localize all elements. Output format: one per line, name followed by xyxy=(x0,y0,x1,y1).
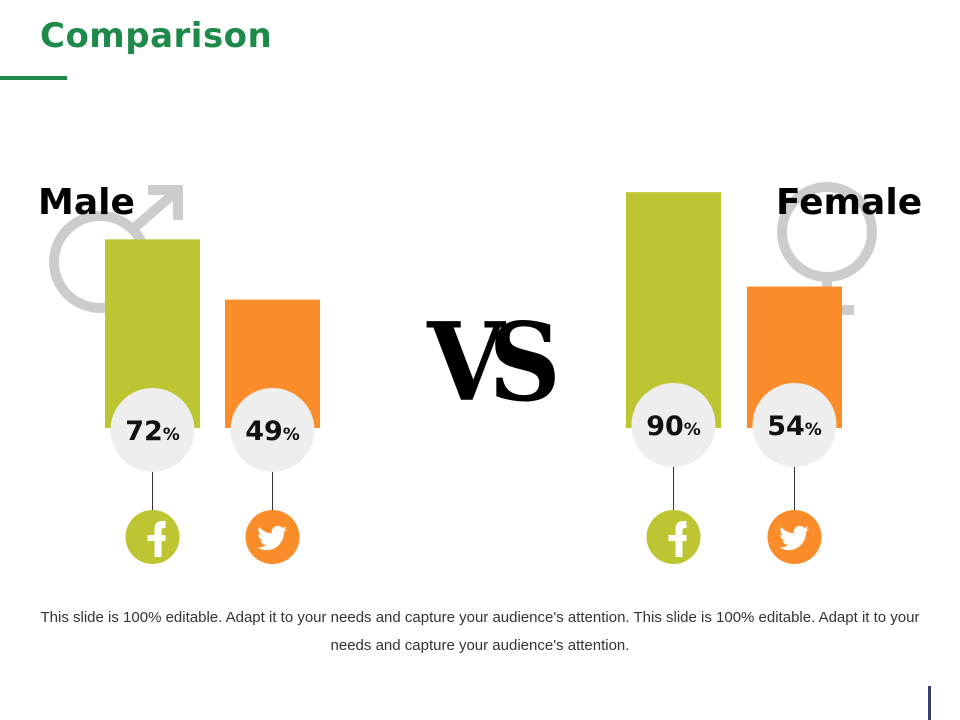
page-title: Comparison xyxy=(40,16,273,56)
footer-text: This slide is 100% editable. Adapt it to… xyxy=(40,609,920,654)
edge-mark xyxy=(928,686,931,720)
value-bubble-male-twitter xyxy=(230,388,315,472)
group-label-female: Female xyxy=(776,182,923,223)
vs-text: VS xyxy=(426,298,555,426)
twitter-icon xyxy=(767,510,822,564)
vs-mark: VS xyxy=(426,298,571,426)
twitter-icon xyxy=(245,510,300,564)
value-bubble-male-facebook xyxy=(110,388,195,472)
facebook-icon xyxy=(646,510,701,564)
facebook-icon xyxy=(125,510,180,564)
value-bubble-female-twitter xyxy=(752,383,837,467)
value-bubble-female-facebook xyxy=(631,383,716,467)
title-underline xyxy=(0,76,67,80)
group-label-male: Male xyxy=(38,182,135,223)
